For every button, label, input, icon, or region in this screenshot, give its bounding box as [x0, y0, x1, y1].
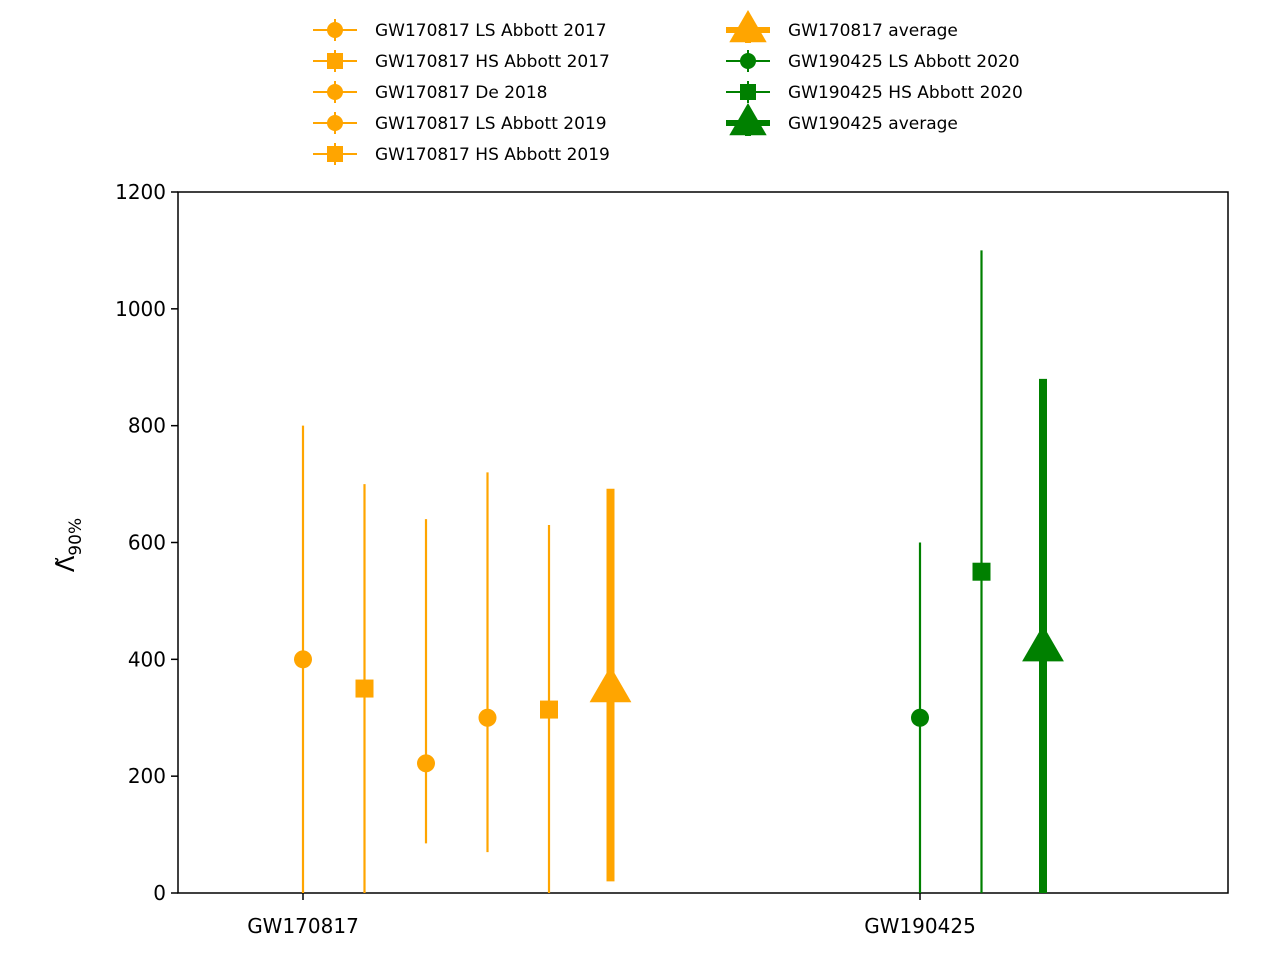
y-tick-label: 800 [128, 414, 166, 438]
legend-entry: GW170817 De 2018 [313, 81, 548, 103]
plot-frame [177, 191, 1229, 894]
legend-entry: GW170817 average [726, 9, 958, 43]
y-axis-label-subscript: 90% [66, 518, 86, 556]
y-tick-label: 400 [128, 647, 166, 671]
legend-label: GW170817 De 2018 [375, 83, 548, 103]
legend-entry: GW170817 HS Abbott 2019 [313, 143, 610, 165]
data-point [478, 708, 497, 727]
legend-label: GW190425 HS Abbott 2020 [788, 83, 1023, 103]
legend-label: GW170817 HS Abbott 2019 [375, 145, 610, 165]
data-point [589, 666, 632, 703]
data-point [972, 562, 991, 581]
legend-marker [740, 84, 756, 100]
x-axis: GW170817 GW190425 [247, 893, 976, 938]
legend-marker [327, 146, 343, 162]
legend-entry: GW190425 LS Abbott 2020 [726, 50, 1020, 72]
data-series [972, 250, 991, 893]
y-axis: 0 200 400 600 800 1000 1200 [115, 180, 178, 905]
data-series [911, 542, 929, 893]
y-tick-label: 200 [128, 764, 166, 788]
data-series [589, 488, 632, 882]
plot-area: 0 200 400 600 800 1000 1200 GW170817 GW190425 [115, 180, 1229, 938]
legend-label: GW170817 HS Abbott 2017 [375, 52, 610, 72]
y-axis-label: Λ̃90% [52, 518, 86, 572]
legend-marker [740, 53, 756, 69]
data-series [294, 425, 312, 893]
y-tick-label: 600 [128, 531, 166, 555]
legend-marker [729, 9, 767, 43]
legend-marker [327, 115, 343, 131]
legend-label: GW190425 LS Abbott 2020 [788, 52, 1020, 72]
legend-entry: GW170817 LS Abbott 2017 [313, 19, 607, 41]
y-tick-label: 1200 [115, 180, 166, 204]
series-layer [294, 250, 1064, 893]
legend-label: GW170817 average [788, 21, 958, 41]
x-tick-label: GW190425 [864, 914, 976, 938]
legend: GW170817 LS Abbott 2017 GW170817 HS Abbot… [313, 9, 1023, 165]
data-point [417, 754, 435, 773]
legend-marker [327, 22, 343, 38]
legend-entry: GW170817 HS Abbott 2017 [313, 50, 610, 72]
data-series [478, 472, 497, 853]
data-point [294, 650, 312, 669]
y-tick-label: 0 [153, 881, 166, 905]
x-tick-label: GW170817 [247, 914, 359, 938]
legend-marker [729, 102, 767, 136]
data-point [911, 708, 929, 727]
data-series [540, 524, 558, 893]
legend-label: GW170817 LS Abbott 2017 [375, 21, 607, 41]
data-series [355, 484, 374, 893]
data-series [1022, 378, 1064, 893]
data-point [1022, 625, 1064, 662]
legend-marker [327, 84, 343, 100]
legend-entry: GW190425 HS Abbott 2020 [726, 81, 1023, 103]
data-series [417, 519, 435, 844]
y-axis-label-main: Λ̃ [52, 555, 80, 572]
y-tick-label: 1000 [115, 297, 166, 321]
data-point [540, 700, 558, 719]
legend-label: GW170817 LS Abbott 2019 [375, 114, 607, 134]
legend-marker [327, 53, 343, 69]
legend-label: GW190425 average [788, 114, 958, 134]
legend-entry: GW170817 LS Abbott 2019 [313, 112, 607, 134]
legend-entry: GW190425 average [726, 102, 958, 136]
data-point [355, 679, 374, 698]
